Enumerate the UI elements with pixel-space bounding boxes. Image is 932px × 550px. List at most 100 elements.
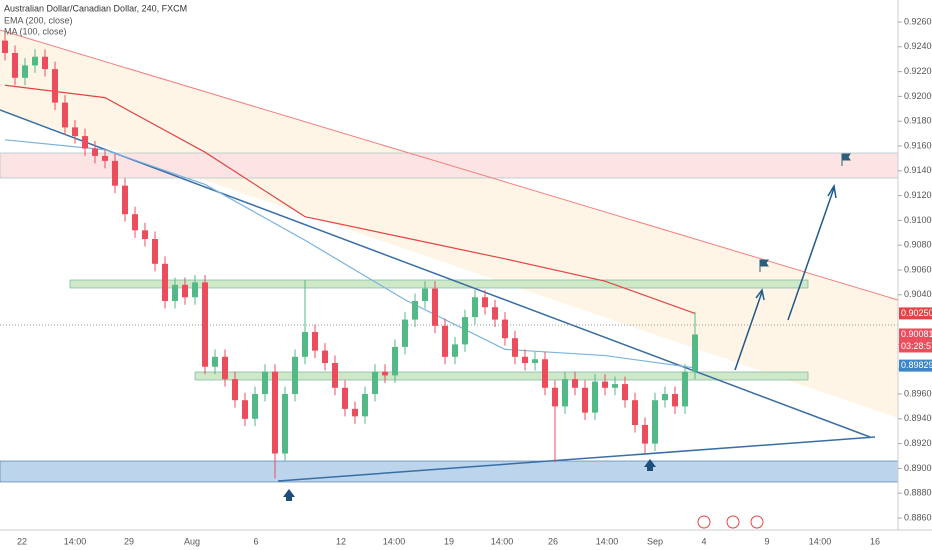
- event-icon: [697, 515, 711, 529]
- candle-body: [172, 284, 178, 301]
- plot: [2, 33, 698, 479]
- x-tick-label: 19: [444, 536, 454, 546]
- candle-body: [342, 387, 348, 409]
- x-tick-label: 14:00: [64, 536, 87, 546]
- candle-body: [52, 69, 58, 103]
- candle-body: [402, 319, 408, 347]
- candle-body: [582, 387, 588, 413]
- x-tick-label: 6: [253, 536, 258, 546]
- x-tick-label: 14:00: [491, 536, 514, 546]
- candle-body: [472, 297, 478, 318]
- candle-body: [302, 332, 308, 357]
- flag: [841, 153, 851, 166]
- arrows: [734, 183, 837, 371]
- candle-body: [382, 371, 388, 376]
- support-zone: [0, 460, 899, 483]
- candle-body: [532, 359, 538, 363]
- candle-body: [102, 155, 108, 161]
- countdown-label: 03:28:57: [901, 341, 932, 351]
- candle-body: [552, 387, 558, 407]
- uptrend-line: [277, 436, 876, 482]
- x-tick-label: Aug: [184, 536, 200, 546]
- x-tick-label: 14:00: [383, 536, 406, 546]
- event-icon: [750, 515, 764, 529]
- candle-body: [512, 338, 518, 357]
- candle-body: [652, 400, 658, 444]
- indicator-line: [4, 84, 696, 314]
- candle-body: [92, 148, 98, 156]
- x-tick-label: 14:00: [809, 536, 832, 546]
- up-marker: [644, 459, 656, 471]
- candle-body: [2, 40, 8, 53]
- candle-body: [672, 394, 678, 407]
- candle-body: [42, 56, 48, 70]
- x-tick-label: 14:00: [596, 536, 619, 546]
- price-tag-label: 0.90081: [901, 329, 932, 339]
- candle-body: [682, 371, 688, 407]
- event-icon: [726, 515, 740, 529]
- candle-body: [242, 400, 248, 419]
- candle-body: [692, 334, 698, 372]
- price-tag: [899, 307, 932, 320]
- candle-body: [162, 263, 168, 301]
- x-tick-label: 22: [17, 536, 27, 546]
- candle-body: [622, 384, 628, 401]
- countdown-tag: [899, 340, 932, 353]
- candle-body: [562, 379, 568, 407]
- candle-body: [522, 356, 528, 363]
- x-tick-label: 9: [764, 536, 769, 546]
- x-tick-label: 16: [870, 536, 880, 546]
- indicator-label: EMA (200, close): [4, 15, 73, 25]
- up-marker: [283, 489, 295, 501]
- x-tick-label: 12: [336, 536, 346, 546]
- candle-body: [292, 356, 298, 394]
- candle-body: [72, 127, 78, 137]
- candle-body: [632, 400, 638, 425]
- candle-body: [142, 230, 148, 239]
- candle-body: [502, 319, 508, 339]
- candle-body: [192, 282, 198, 298]
- candle-body: [422, 288, 428, 301]
- price-tag: [899, 328, 932, 341]
- indicator-label: MA (100, close): [4, 26, 67, 36]
- candle-body: [32, 56, 38, 66]
- candle-body: [352, 408, 358, 417]
- candle-body: [452, 344, 458, 357]
- candle-body: [662, 394, 668, 401]
- candle-body: [232, 379, 238, 401]
- candle-body: [602, 381, 608, 388]
- downtrend-line: [0, 109, 871, 438]
- candle-body: [82, 136, 88, 149]
- price-tag-label: 0.90250: [901, 308, 932, 318]
- candle-body: [492, 307, 498, 320]
- x-tick-label: 4: [701, 536, 706, 546]
- y-tick-label: 0.88600: [904, 512, 932, 522]
- x-tick-label: Sep: [647, 536, 663, 546]
- chart-title: Australian Dollar/Canadian Dollar, 240, …: [4, 3, 187, 13]
- price-tag: [899, 359, 932, 372]
- candle-body: [412, 301, 418, 320]
- candle-body: [152, 239, 158, 264]
- candle-body: [442, 325, 448, 357]
- candle-body: [282, 394, 288, 454]
- candle-body: [482, 297, 488, 308]
- flag: [759, 259, 769, 272]
- candle-body: [612, 384, 618, 388]
- candle-body: [462, 317, 468, 345]
- channel-top: [0, 29, 899, 301]
- upper-zone: [69, 279, 809, 289]
